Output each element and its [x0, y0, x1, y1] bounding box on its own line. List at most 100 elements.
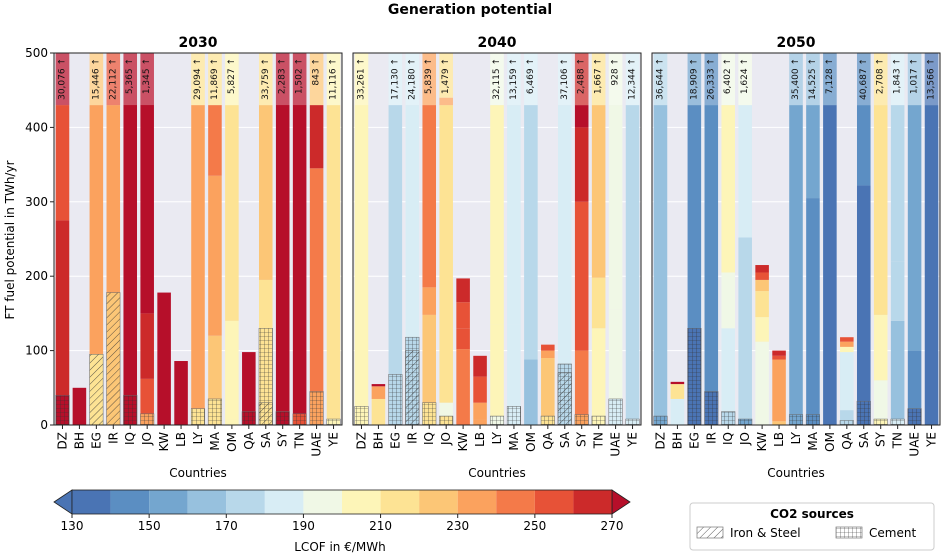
bar-2030-LY-overflow-shade: [191, 53, 205, 106]
overflow-label-2040-SA: 37,106 ↑: [560, 58, 570, 100]
x-tick-label-2040-KW: KW: [456, 432, 470, 451]
bar-2050-UAE-overflow-shade: [907, 53, 922, 106]
overflow-label-2030-EG: 15,446 ↑: [91, 58, 101, 100]
bar-2040-IQ-overflow-shade: [422, 53, 437, 106]
bar-2040-TN-overflow-shade: [591, 53, 606, 106]
bar-2040-SY-seg1: [574, 350, 589, 415]
bar-2040-SY-seg2: [574, 201, 589, 351]
legend-swatch-cement: [835, 526, 863, 539]
x-tick-label-2030-DZ: DZ: [55, 432, 69, 449]
bar-2050-KW-seg3: [755, 279, 769, 292]
bar-2030-DZ-seg3: [55, 53, 70, 106]
bar-2030-MA-seg2: [208, 175, 222, 336]
overflow-label-2030-OM: 5,827 ↑: [227, 58, 237, 94]
bar-2040-UAE-overflow-shade: [608, 53, 623, 106]
bar-2040-IQ-seg3: [422, 105, 437, 288]
overflow-label-2030-JO: 1,345 ↑: [142, 58, 152, 94]
overflow-label-2050-UAE: 1,017 ↑: [910, 58, 920, 94]
colorbar-bin-260: [573, 490, 612, 514]
overflow-label-2050-SY: 2,708 ↑: [876, 58, 886, 94]
y-tick-label-0: 0: [40, 418, 48, 432]
bar-2050-BH-seg0: [670, 398, 685, 425]
x-tick-label-2040-LB: LB: [473, 432, 487, 447]
bar-2040-LY-seg3: [490, 53, 504, 106]
hatch-2050-SA-cement: [856, 400, 871, 426]
hatch-2030-DZ-cement: [55, 394, 70, 426]
bar-2050-UAE-seg1: [907, 350, 922, 409]
x-tick-label-2050-KW: KW: [755, 432, 769, 451]
bar-2040-IR-overflow-shade: [405, 53, 420, 106]
x-tick-label-2040-JO: JO: [439, 432, 453, 446]
bar-2050-LB-seg2: [772, 355, 786, 360]
hatch-2050-MA-cement: [805, 414, 820, 426]
bar-2030-UAE-seg2: [309, 105, 324, 169]
hatch-2050-DZ-cement: [653, 415, 668, 426]
bar-2050-LY-seg2: [789, 53, 803, 106]
bar-2030-LB-seg0: [174, 361, 188, 425]
colorbar-bin-150: [149, 490, 188, 514]
bar-2030-JO-seg2: [140, 313, 154, 379]
bar-2040-IQ-seg2: [422, 287, 437, 315]
bar-2040-SY-overflow-shade: [574, 53, 589, 106]
x-tick-label-2050-DZ: DZ: [653, 432, 667, 449]
bar-2040-SA-seg2: [557, 105, 572, 357]
bar-2040-LY-seg2: [490, 105, 504, 325]
bar-2030-MA-seg3: [208, 105, 222, 176]
bar-2040-QA-seg2: [541, 350, 555, 359]
bar-2030-MA-seg1: [208, 335, 222, 399]
hatch-2030-SA-iron-steel: [258, 402, 273, 426]
x-tick-label-2040-SY: SY: [575, 431, 589, 447]
overflow-label-2030-LY: 29,094 ↑: [193, 58, 203, 100]
overflow-label-2050-EG: 18,909 ↑: [689, 58, 699, 100]
hatch-2030-SY-cement: [275, 411, 290, 426]
x-tick-label-2040-BH: BH: [371, 432, 385, 449]
bar-2050-IQ-seg2: [721, 272, 736, 329]
bar-2050-JO-seg2: [738, 105, 752, 238]
bar-2030-IR-seg1: [106, 105, 121, 293]
x-tick-label-2030-SA: SA: [259, 431, 273, 448]
bar-2030-IQ-seg1: [123, 53, 138, 396]
hatch-2050-IR-cement: [704, 391, 719, 426]
bar-2050-MA-overflow-shade: [806, 53, 820, 106]
bar-2040-SA-seg1: [557, 356, 572, 364]
overflow-label-2040-TN: 1,667 ↑: [594, 58, 604, 94]
y-axis-label: FT fuel potential in TWh/yr: [3, 160, 17, 319]
overflow-label-2050-IR: 26,333 ↑: [706, 58, 716, 100]
y-tick-label-400: 400: [25, 120, 48, 134]
bar-2050-BH-seg2: [670, 381, 685, 385]
bar-2030-DZ-seg2: [55, 105, 70, 221]
bar-2050-JO-seg1: [738, 237, 752, 420]
x-tick-label-2030-KW: KW: [157, 432, 171, 451]
bar-2040-KW-seg3: [456, 278, 470, 303]
bar-2040-JO-seg4: [439, 53, 453, 98]
bar-2050-TN-seg1: [890, 320, 905, 420]
bar-2040-MA-seg3: [507, 53, 521, 106]
x-tick-label-2030-EG: EG: [89, 432, 103, 449]
bar-2040-IR-seg2: [405, 53, 420, 106]
bar-2050-OM-seg0: [823, 105, 837, 425]
hatch-2050-QA-cement: [839, 420, 854, 426]
bar-2050-QA-seg4: [840, 341, 854, 347]
panel-title-2050: 2050: [777, 35, 816, 51]
overflow-label-2030-UAE: 843 ↑: [312, 58, 322, 86]
co2-legend: CO2 sources Iron & Steel Cement: [689, 502, 935, 551]
hatch-2030-TN-cement: [292, 413, 307, 426]
hatch-2030-IR-iron-steel: [106, 292, 121, 426]
colorbar-bin-250: [534, 490, 574, 514]
bar-2050-OM-seg1: [823, 53, 837, 106]
bar-2030-MA-seg4: [208, 53, 222, 106]
x-tick-label-2050-IQ: IQ: [721, 432, 735, 445]
bar-2030-EG-seg2: [89, 53, 104, 106]
bar-2030-OM-seg1: [225, 320, 239, 420]
bar-2030-IR-seg2: [106, 53, 121, 106]
x-tick-label-2050-MA: MA: [806, 431, 820, 450]
bar-2050-QA-seg5: [840, 337, 854, 342]
bar-2040-JO-overflow-shade: [439, 53, 453, 106]
bar-2030-YE-seg2: [326, 53, 341, 106]
bar-2040-LB-seg3: [473, 355, 487, 377]
hatch-2040-IR-iron-steel: [405, 350, 420, 426]
bar-2040-DZ-overflow-shade: [354, 53, 369, 106]
bar-2050-IR-seg1: [704, 105, 719, 392]
bar-2030-OM-seg3: [225, 53, 239, 106]
